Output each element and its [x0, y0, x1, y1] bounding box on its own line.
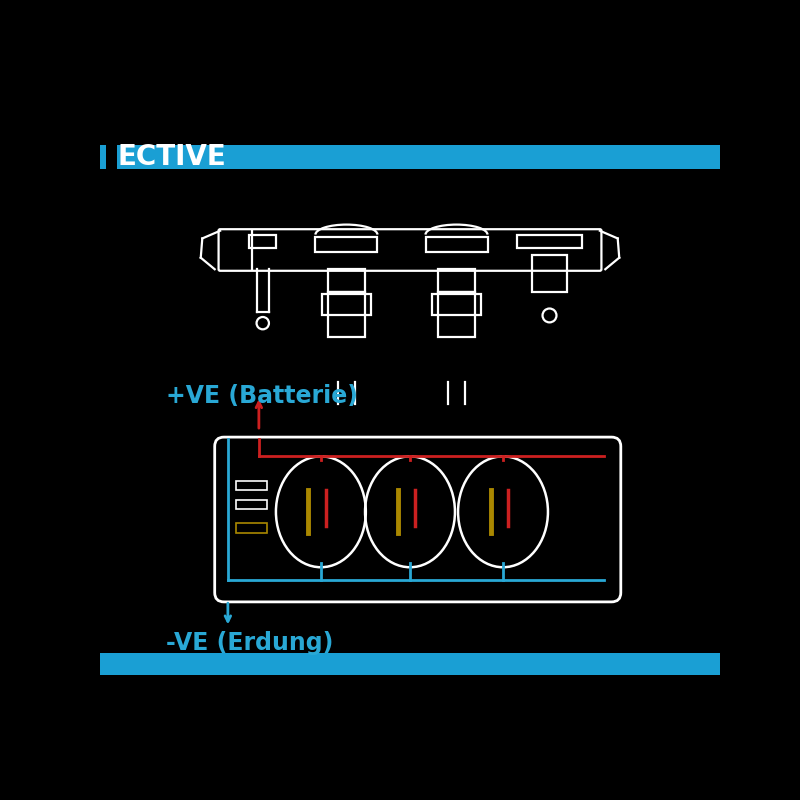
Bar — [315, 237, 378, 252]
Bar — [438, 292, 475, 337]
Bar — [432, 294, 482, 315]
Bar — [100, 145, 720, 169]
Bar — [236, 500, 266, 510]
Bar — [100, 654, 720, 675]
Bar — [328, 292, 365, 337]
Bar — [533, 255, 566, 292]
Bar — [322, 294, 371, 315]
Bar — [236, 481, 266, 490]
Bar — [517, 234, 582, 249]
Text: ECTIVE: ECTIVE — [117, 143, 226, 171]
Bar — [328, 270, 365, 292]
Bar — [426, 237, 487, 252]
Bar — [106, 145, 117, 169]
Text: -VE (Erdung): -VE (Erdung) — [166, 630, 334, 654]
Bar — [438, 270, 475, 292]
Bar — [249, 234, 276, 249]
Text: +VE (Batterie): +VE (Batterie) — [166, 384, 358, 408]
Bar — [236, 523, 266, 533]
